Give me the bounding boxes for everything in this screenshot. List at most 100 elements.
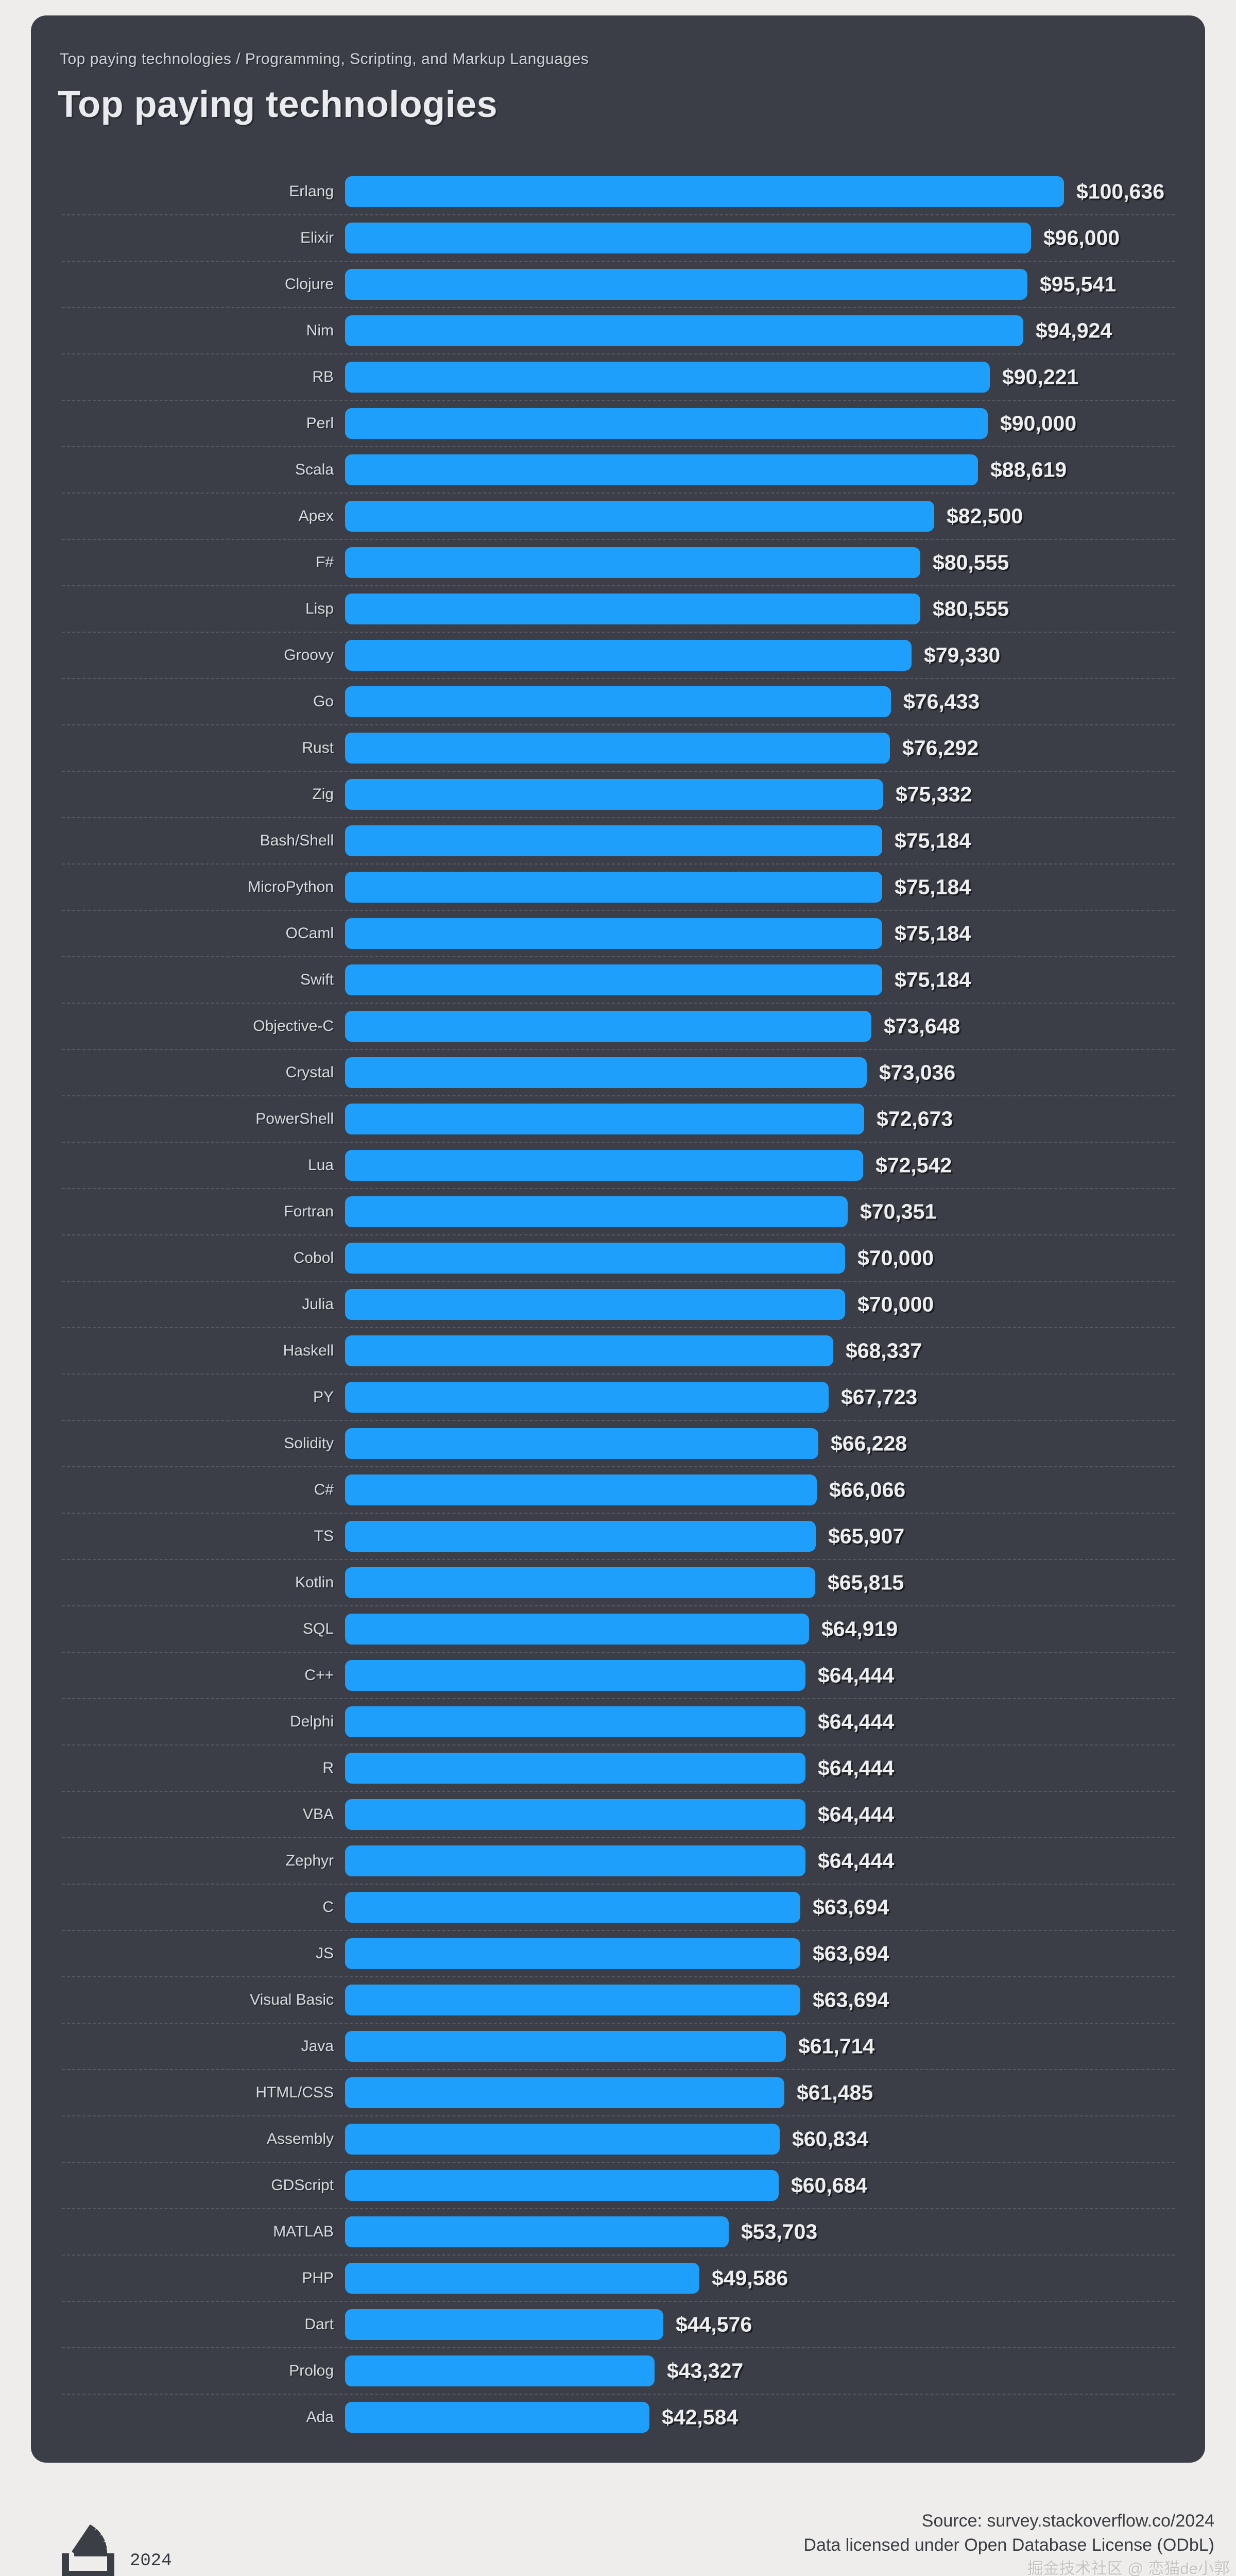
- chart-row: PHP $49,586: [31, 2255, 1205, 2302]
- row-label: Apex: [298, 507, 334, 524]
- value-bar: [345, 1521, 816, 1552]
- row-value: $75,184: [895, 875, 971, 899]
- row-label: PHP: [302, 2269, 334, 2286]
- chart-row: Assembly $60,834: [31, 2116, 1205, 2163]
- value-bar: [345, 408, 988, 439]
- value-bar: [345, 223, 1031, 253]
- value-bar: [345, 594, 920, 624]
- row-value: $76,433: [903, 689, 980, 714]
- chart-row: Prolog $43,327: [31, 2348, 1205, 2395]
- chart-row: Nim $94,924: [31, 308, 1205, 354]
- row-value: $49,586: [712, 2266, 788, 2290]
- row-value: $75,332: [896, 782, 972, 806]
- chart-row: Haskell $68,337: [31, 1328, 1205, 1375]
- row-value: $75,184: [895, 828, 971, 853]
- row-value: $64,444: [818, 1709, 895, 1734]
- row-separator: [62, 956, 1175, 957]
- row-separator: [62, 2023, 1175, 2024]
- value-bar: [345, 1938, 800, 1969]
- row-label: MATLAB: [273, 2223, 334, 2240]
- row-value: $53,703: [741, 2219, 818, 2244]
- row-separator: [62, 1281, 1175, 1282]
- row-label: RB: [312, 368, 334, 385]
- row-separator: [62, 1791, 1175, 1792]
- row-separator: [62, 1003, 1175, 1004]
- value-bar: [345, 1011, 871, 1042]
- row-value: $43,327: [667, 2359, 744, 2383]
- row-separator: [62, 2069, 1175, 2070]
- row-separator: [62, 1142, 1175, 1143]
- row-value: $79,330: [924, 643, 1001, 667]
- value-bar: [345, 1892, 800, 1923]
- row-separator: [62, 1837, 1175, 1838]
- row-label: JS: [315, 1945, 334, 1962]
- row-separator: [62, 678, 1175, 679]
- row-separator: [62, 1744, 1175, 1745]
- row-value: $95,541: [1040, 272, 1117, 296]
- row-label: Ada: [306, 2409, 334, 2426]
- row-separator: [62, 261, 1175, 262]
- value-bar: [345, 454, 978, 485]
- value-bar: [345, 2170, 779, 2201]
- row-separator: [62, 1884, 1175, 1885]
- row-value: $64,444: [818, 1663, 895, 1687]
- value-bar: [345, 1567, 815, 1598]
- row-label: C++: [304, 1667, 334, 1684]
- row-value: $66,228: [831, 1431, 907, 1455]
- chart-row: C++ $64,444: [31, 1652, 1205, 1699]
- row-separator: [62, 539, 1175, 540]
- value-bar: [345, 1057, 867, 1088]
- row-label: PowerShell: [255, 1110, 334, 1127]
- row-label: Dart: [304, 2316, 334, 2333]
- chart-row: Dart $44,576: [31, 2301, 1205, 2348]
- chart-row: Kotlin $65,815: [31, 1560, 1205, 1606]
- chart-row: Elixir $96,000: [31, 215, 1205, 262]
- row-separator: [62, 1095, 1175, 1096]
- row-label: Nim: [306, 322, 334, 339]
- chart-row: Zephyr $64,444: [31, 1838, 1205, 1885]
- chart-row: Go $76,433: [31, 679, 1205, 725]
- row-label: C: [322, 1899, 334, 1916]
- row-label: Prolog: [289, 2362, 334, 2379]
- row-value: $75,184: [895, 968, 971, 992]
- chart-row: R $64,444: [31, 1745, 1205, 1792]
- row-separator: [62, 817, 1175, 818]
- row-value: $66,066: [829, 1478, 906, 1502]
- row-label: R: [322, 1759, 334, 1776]
- chart-row: Perl $90,000: [31, 400, 1205, 447]
- row-value: $80,555: [933, 550, 1009, 574]
- value-bar: [345, 2309, 663, 2340]
- survey-logo-text: 2024 Developer Survey: [130, 2507, 225, 2576]
- row-value: $65,907: [828, 1524, 905, 1548]
- value-bar: [345, 640, 912, 671]
- value-bar: [345, 1335, 833, 1366]
- row-value: $64,444: [818, 1756, 895, 1780]
- chart-row: Rust $76,292: [31, 725, 1205, 772]
- chart-row: C# $66,066: [31, 1467, 1205, 1514]
- row-separator: [62, 2255, 1175, 2256]
- row-separator: [62, 1652, 1175, 1653]
- row-separator: [62, 910, 1175, 911]
- row-label: Delphi: [289, 1713, 334, 1730]
- chart-row: Swift $75,184: [31, 957, 1205, 1004]
- row-value: $70,000: [857, 1292, 934, 1316]
- page-title: Top paying technologies: [58, 84, 498, 125]
- row-separator: [62, 2394, 1175, 2395]
- breadcrumb: Top paying technologies / Programming, S…: [60, 50, 589, 67]
- row-label: Elixir: [300, 229, 334, 246]
- value-bar: [345, 2402, 649, 2433]
- row-separator: [62, 2208, 1175, 2209]
- row-separator: [62, 446, 1175, 447]
- value-bar: [345, 2355, 655, 2386]
- row-value: $100,636: [1076, 179, 1165, 204]
- row-label: Lua: [307, 1157, 334, 1174]
- chart-row: Ada $42,584: [31, 2394, 1205, 2441]
- row-label: F#: [315, 554, 334, 571]
- chart-row: Solidity $66,228: [31, 1420, 1205, 1467]
- row-value: $72,542: [876, 1153, 952, 1177]
- chart-row: Lisp $80,555: [31, 586, 1205, 633]
- row-separator: [62, 1188, 1175, 1189]
- row-value: $60,834: [792, 2127, 869, 2151]
- row-label: TS: [314, 1528, 334, 1545]
- row-value: $42,584: [662, 2405, 739, 2429]
